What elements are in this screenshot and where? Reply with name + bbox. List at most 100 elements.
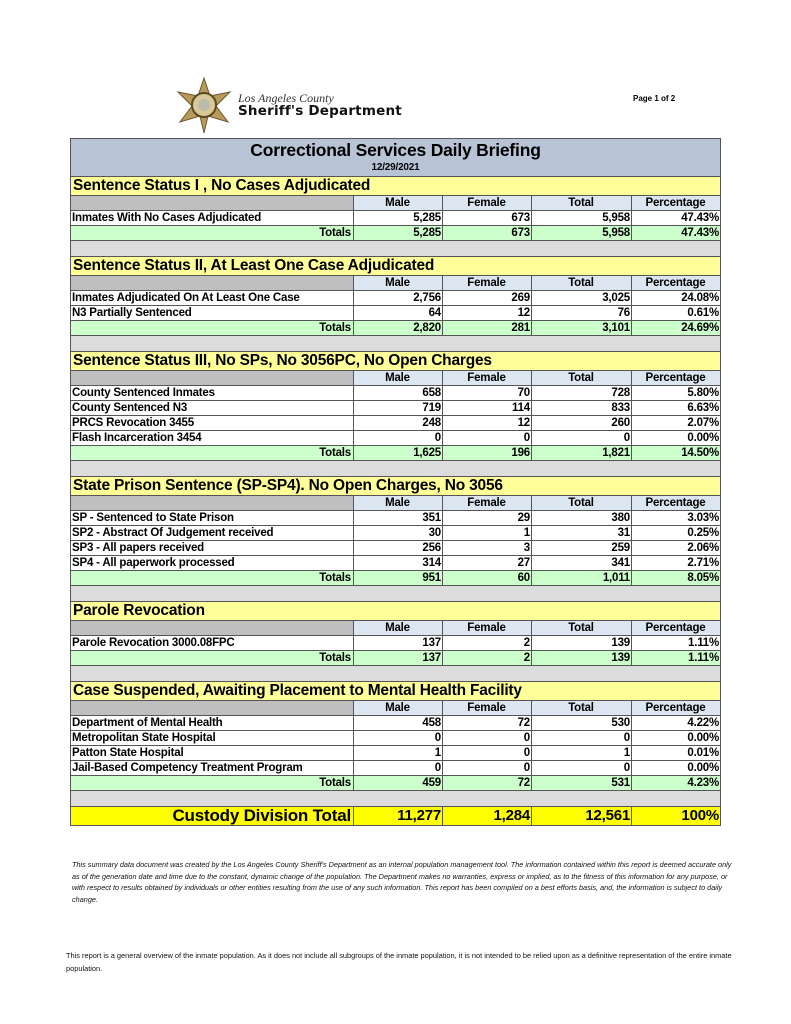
percentage-cell: 5.80% — [687, 387, 719, 399]
briefing-table: Correctional Services Daily Briefing 12/… — [70, 138, 721, 826]
percentage-cell: 2.06% — [687, 542, 719, 554]
section-header: Case Suspended, Awaiting Placement to Me… — [71, 682, 720, 701]
female-cell: 12 — [443, 306, 532, 320]
col-percentage: Percentage — [632, 701, 720, 715]
col-total: Total — [532, 496, 632, 510]
table-row: County Sentenced N3 719 114 833 6.63% — [71, 401, 720, 416]
female-cell: 114 — [443, 401, 532, 415]
male-cell: 1,625 — [354, 446, 443, 460]
col-male: Male — [354, 276, 443, 290]
col-total: Total — [532, 196, 632, 210]
col-male: Male — [354, 701, 443, 715]
table-row: SP2 - Abstract Of Judgement received 30 1 3… — [71, 526, 720, 541]
total-cell: 259 — [532, 541, 632, 555]
total-cell: 12,561 — [532, 807, 632, 825]
sheriff-star-icon — [176, 76, 232, 134]
row-label: SP2 - Abstract Of Judgement received — [71, 526, 354, 540]
col-total: Total — [532, 621, 632, 635]
total-cell: 728 — [532, 386, 632, 400]
row-label: Patton State Hospital — [71, 746, 354, 760]
section-header: State Prison Sentence (SP-SP4). No Open … — [71, 477, 720, 496]
totals-row: Totals 1,625 196 1,821 14.50% — [71, 446, 720, 461]
row-label: Metropolitan State Hospital — [71, 731, 354, 745]
header-blank — [71, 496, 354, 510]
table-row: Patton State Hospital 1 0 1 0.01% — [71, 746, 720, 761]
male-cell: 5,285 — [354, 226, 443, 240]
col-male: Male — [354, 621, 443, 635]
total-cell: 31 — [532, 526, 632, 540]
male-cell: 2,756 — [354, 291, 443, 305]
percentage-cell: 47.43% — [681, 212, 719, 224]
male-cell: 64 — [354, 306, 443, 320]
section-header: Parole Revocation — [71, 602, 720, 621]
table-row: PRCS Revocation 3455 248 12 260 2.07% — [71, 416, 720, 431]
totals-row: Totals 459 72 531 4.23% — [71, 776, 720, 791]
totals-row: Totals 2,820 281 3,101 24.69% — [71, 321, 720, 336]
table-row: County Sentenced Inmates 658 70 728 5.80% — [71, 386, 720, 401]
col-percentage: Percentage — [632, 621, 720, 635]
female-cell: 29 — [443, 511, 532, 525]
disclaimer: This summary data document was created b… — [72, 860, 732, 904]
logo-county: Los Angeles County — [238, 90, 334, 105]
percentage-cell: 0.00% — [687, 732, 719, 744]
col-female: Female — [443, 276, 532, 290]
percentage-cell: 24.69% — [681, 322, 719, 334]
percentage-cell: 47.43% — [681, 227, 719, 239]
percentage-cell: 0.00% — [687, 432, 719, 444]
row-label: Totals — [71, 571, 354, 585]
male-cell: 0 — [354, 731, 443, 745]
report-date: 12/29/2021 — [371, 162, 420, 173]
column-header-row: Male Female Total Percentage — [71, 621, 720, 636]
female-cell: 0 — [443, 431, 532, 445]
female-cell: 2 — [443, 636, 532, 650]
column-header-row: Male Female Total Percentage — [71, 276, 720, 291]
percentage-cell: 3.03% — [687, 512, 719, 524]
col-total: Total — [532, 371, 632, 385]
col-female: Female — [443, 496, 532, 510]
table-row: Inmates Adjudicated On At Least One Case… — [71, 291, 720, 306]
col-percentage: Percentage — [632, 276, 720, 290]
percentage-cell: 2.07% — [687, 417, 719, 429]
row-label: Jail-Based Competency Treatment Program — [71, 761, 354, 775]
row-label: Inmates Adjudicated On At Least One Case — [71, 291, 354, 305]
page-number: Page 1 of 2 — [633, 94, 676, 103]
col-female: Female — [443, 621, 532, 635]
col-female: Female — [443, 701, 532, 715]
total-cell: 5,958 — [532, 211, 632, 225]
total-cell: 530 — [532, 716, 632, 730]
col-male: Male — [354, 496, 443, 510]
total-cell: 1,011 — [532, 571, 632, 585]
row-label: Department of Mental Health — [71, 716, 354, 730]
logo-department: Sheriff's Department — [238, 103, 402, 120]
totals-row: Totals 951 60 1,011 8.05% — [71, 571, 720, 586]
male-cell: 951 — [354, 571, 443, 585]
female-cell: 1 — [443, 526, 532, 540]
male-cell: 0 — [354, 431, 443, 445]
percentage-cell: 0.25% — [687, 527, 719, 539]
male-cell: 5,285 — [354, 211, 443, 225]
spacer-row — [71, 241, 720, 257]
male-cell: 30 — [354, 526, 443, 540]
male-cell: 256 — [354, 541, 443, 555]
row-label: SP4 - All paperwork processed — [71, 556, 354, 570]
header-blank — [71, 621, 354, 635]
column-header-row: Male Female Total Percentage — [71, 701, 720, 716]
percentage-cell: 0.01% — [687, 747, 719, 759]
table-row: Metropolitan State Hospital 0 0 0 0.00% — [71, 731, 720, 746]
female-cell: 0 — [443, 746, 532, 760]
sheriff-logo: Los Angeles County Sheriff's Department — [172, 76, 402, 134]
section-header: Sentence Status I , No Cases Adjudicated — [71, 177, 720, 196]
spacer-row — [71, 336, 720, 352]
percentage-cell: 24.08% — [681, 292, 719, 304]
female-cell: 0 — [443, 761, 532, 775]
header-blank — [71, 196, 354, 210]
row-label: Totals — [71, 321, 354, 335]
female-cell: 27 — [443, 556, 532, 570]
female-cell: 72 — [443, 776, 532, 790]
row-label: Totals — [71, 651, 354, 665]
col-percentage: Percentage — [632, 196, 720, 210]
grand-total-row: Custody Division Total 11,277 1,284 12,561 1… — [71, 807, 720, 826]
title-block: Correctional Services Daily Briefing 12/… — [71, 139, 720, 177]
total-cell: 3,101 — [532, 321, 632, 335]
